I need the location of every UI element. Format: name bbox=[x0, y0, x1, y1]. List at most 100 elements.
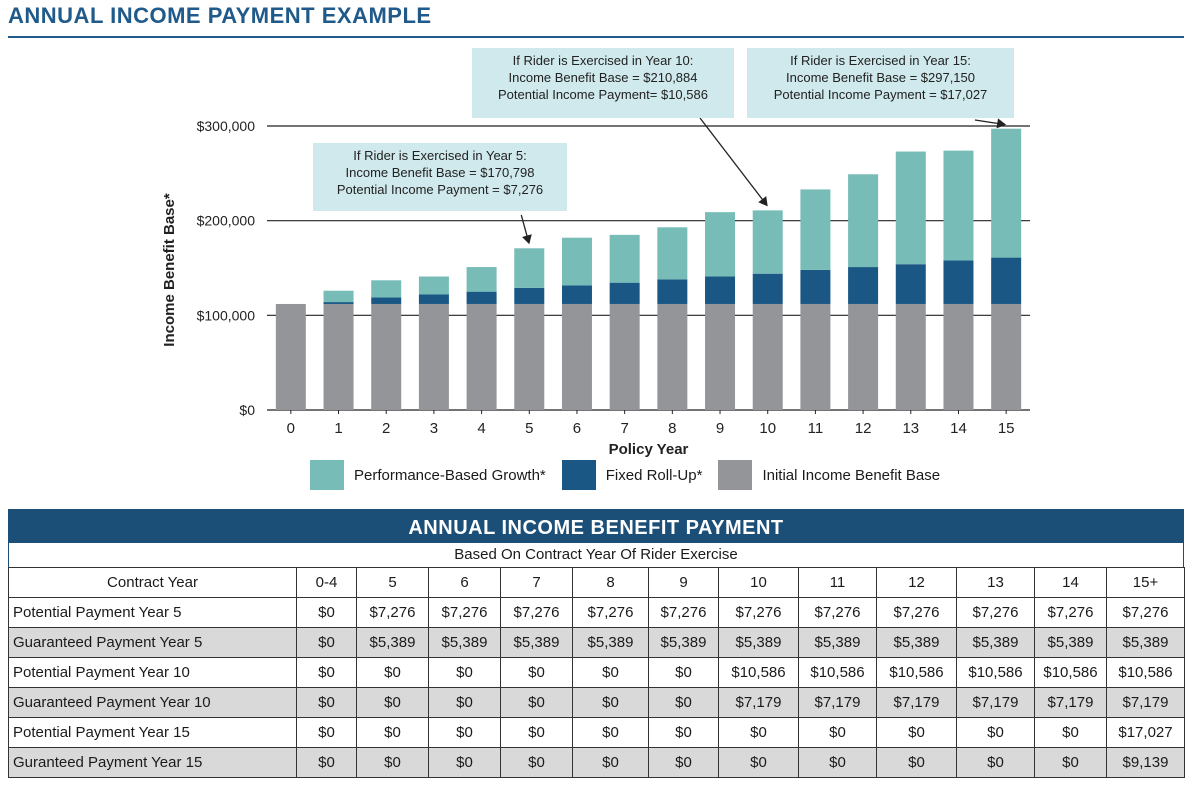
table-cell: $7,276 bbox=[500, 597, 573, 628]
table-cell: $5,389 bbox=[648, 627, 719, 658]
table-cell: $0 bbox=[648, 687, 719, 718]
table-row: Potential Payment Year 10 $0 $0 $0 $0 $0 $0 $10… bbox=[8, 657, 1185, 688]
callout-line: Income Benefit Base = $170,798 bbox=[345, 165, 535, 180]
table-cell: $7,276 bbox=[876, 597, 957, 628]
bar-segment bbox=[705, 303, 736, 410]
table-cell: $0 bbox=[798, 747, 877, 778]
table-cell: $5,389 bbox=[876, 627, 957, 658]
bar-segment bbox=[418, 303, 449, 410]
bar-segment bbox=[848, 303, 879, 410]
table-cell: $0 bbox=[356, 717, 429, 748]
x-tick-label: 4 bbox=[477, 420, 485, 437]
callout-line: Potential Income Payment = $17,027 bbox=[773, 87, 988, 102]
bar-segment bbox=[371, 280, 402, 298]
x-tick-label: 11 bbox=[808, 420, 824, 437]
row-label: Guranteed Payment Year 15 bbox=[8, 747, 297, 778]
table-cell: $7,179 bbox=[876, 687, 957, 718]
legend-swatch-fixed bbox=[561, 460, 596, 490]
callout-year-5: If Rider is Exercised in Year 5: Income B… bbox=[313, 143, 567, 211]
table-cell: $0 bbox=[296, 627, 357, 658]
table-cell: $5,389 bbox=[356, 627, 429, 658]
bar-segment bbox=[657, 227, 688, 280]
table-cell: $7,276 bbox=[428, 597, 501, 628]
bar-segment bbox=[991, 128, 1022, 258]
x-tick-label: 9 bbox=[716, 420, 724, 437]
column-header-contract-year: Contract Year bbox=[8, 567, 297, 598]
table-cell: $0 bbox=[648, 657, 719, 688]
chart-legend: Performance-Based Growth* Fixed Roll-Up*… bbox=[310, 460, 956, 490]
bar-segment bbox=[418, 294, 449, 304]
table-cell: $0 bbox=[1034, 747, 1107, 778]
table-cell: $10,586 bbox=[798, 657, 877, 688]
table-cell: $7,276 bbox=[648, 597, 719, 628]
column-header: 15+ bbox=[1106, 567, 1185, 598]
bar-segment bbox=[991, 257, 1022, 304]
bar-segment bbox=[561, 285, 592, 304]
callout-line: Income Benefit Base = $210,884 bbox=[508, 70, 698, 85]
table-cell: $0 bbox=[572, 687, 649, 718]
table-cell: $7,179 bbox=[798, 687, 877, 718]
bar-segment bbox=[943, 303, 974, 410]
bar-segment bbox=[323, 303, 354, 410]
table-cell: $7,276 bbox=[356, 597, 429, 628]
table-cell: $7,276 bbox=[1034, 597, 1107, 628]
table-cell: $10,586 bbox=[956, 657, 1035, 688]
table-row: Potential Payment Year 5 $0 $7,276 $7,276 $7… bbox=[8, 597, 1185, 628]
bar-segment bbox=[466, 267, 497, 292]
table-cell: $5,389 bbox=[428, 627, 501, 658]
bar-segment bbox=[275, 303, 306, 410]
bar-segment bbox=[657, 303, 688, 410]
bar-segment bbox=[371, 297, 402, 304]
bar-segment bbox=[800, 189, 831, 270]
bar-segment bbox=[705, 212, 736, 277]
table-cell: $0 bbox=[356, 657, 429, 688]
table-cell: $7,276 bbox=[1106, 597, 1185, 628]
bar-segment bbox=[371, 303, 402, 410]
legend-label-fixed: Fixed Roll-Up* bbox=[605, 466, 703, 484]
column-header: 10 bbox=[718, 567, 799, 598]
bar-segment bbox=[943, 260, 974, 304]
table-cell: $0 bbox=[500, 657, 573, 688]
table-cell: $0 bbox=[356, 747, 429, 778]
column-header: 0-4 bbox=[296, 567, 357, 598]
row-label: Potential Payment Year 5 bbox=[8, 597, 297, 628]
x-tick-label: 7 bbox=[620, 420, 628, 437]
table-cell: $0 bbox=[876, 747, 957, 778]
bar-segment bbox=[514, 248, 545, 288]
bar-segment bbox=[466, 303, 497, 410]
table-cell: $0 bbox=[572, 747, 649, 778]
y-tick-label: $100,000 bbox=[197, 307, 256, 323]
x-tick-label: 15 bbox=[998, 420, 1015, 437]
row-label: Guaranteed Payment Year 5 bbox=[8, 627, 297, 658]
y-tick-label: $300,000 bbox=[197, 118, 256, 134]
bar-segment bbox=[609, 282, 640, 304]
table-cell: $0 bbox=[798, 717, 877, 748]
legend-label-initial: Initial Income Benefit Base bbox=[762, 466, 941, 484]
table-cell: $0 bbox=[648, 717, 719, 748]
x-axis-label: Policy Year bbox=[609, 441, 689, 458]
table-cell: $0 bbox=[956, 747, 1035, 778]
table-row: Potential Payment Year 15 $0 $0 $0 $0 $0 $0 $0 $… bbox=[8, 717, 1185, 748]
legend-item-performance: Performance-Based Growth* bbox=[310, 460, 546, 490]
x-tick-label: 2 bbox=[382, 420, 390, 437]
page-title: ANNUAL INCOME PAYMENT EXAMPLE bbox=[8, 3, 432, 28]
table-cell: $5,389 bbox=[1034, 627, 1107, 658]
bar-segment bbox=[752, 210, 783, 274]
bar-segment bbox=[705, 276, 736, 304]
bar-segment bbox=[418, 276, 449, 295]
row-label: Potential Payment Year 10 bbox=[8, 657, 297, 688]
bar-segment bbox=[323, 290, 354, 303]
bar-segment bbox=[561, 237, 592, 286]
table-cell: $0 bbox=[296, 687, 357, 718]
table-subtitle: Based On Contract Year Of Rider Exercise bbox=[8, 543, 1184, 567]
table-cell: $0 bbox=[296, 597, 357, 628]
y-tick-label: $200,000 bbox=[197, 213, 256, 229]
bar-segment bbox=[514, 303, 545, 410]
table-cell: $17,027 bbox=[1106, 717, 1185, 748]
bar-segment bbox=[848, 267, 879, 304]
income-payment-table: ANNUAL INCOME BENEFIT PAYMENT Based On C… bbox=[8, 509, 1185, 778]
callout-line: Income Benefit Base = $297,150 bbox=[786, 70, 975, 85]
bar-segment bbox=[609, 234, 640, 283]
table-cell: $0 bbox=[956, 717, 1035, 748]
